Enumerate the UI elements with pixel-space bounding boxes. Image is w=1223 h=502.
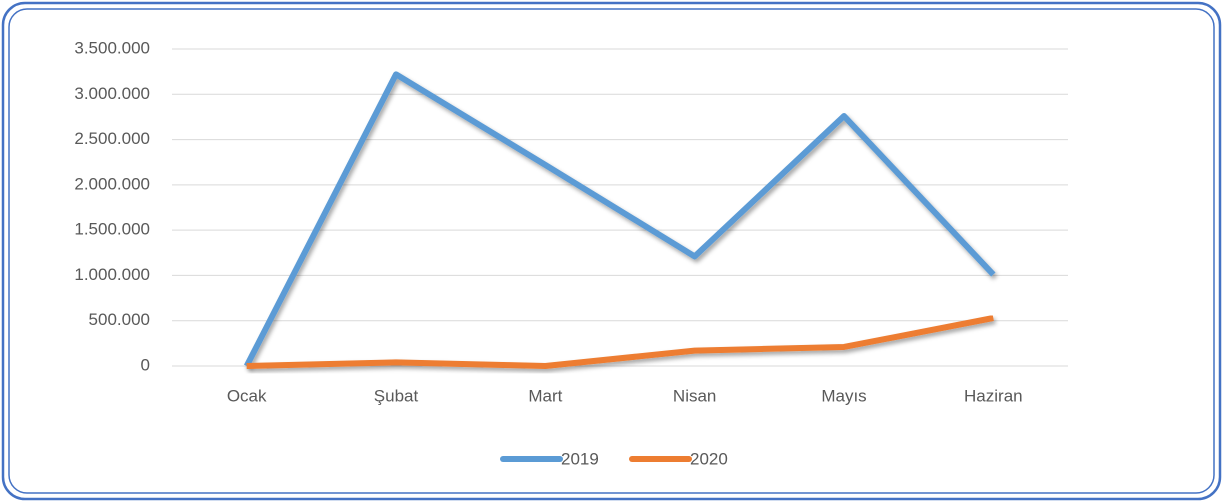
x-tick-label: Ocak: [227, 386, 267, 405]
x-tick-label: Nisan: [673, 386, 716, 405]
frame-inner: [8, 8, 1215, 494]
x-tick-label: Şubat: [374, 386, 419, 405]
y-tick-label: 1.000.000: [74, 265, 150, 284]
y-tick-label: 3.500.000: [74, 38, 150, 57]
x-tick-label: Haziran: [964, 386, 1023, 405]
legend-label: 2020: [690, 449, 728, 468]
y-tick-label: 1.500.000: [74, 220, 150, 239]
y-tick-label: 2.000.000: [74, 174, 150, 193]
y-tick-label: 3.000.000: [74, 84, 150, 103]
x-tick-label: Mayıs: [821, 386, 866, 405]
line-series: [243, 71, 996, 368]
y-tick-label: 500.000: [89, 310, 150, 329]
y-tick-label: 2.500.000: [74, 129, 150, 148]
legend-label: 2019: [561, 449, 599, 468]
y-tick-label: 0: [141, 355, 150, 374]
x-tick-label: Mart: [528, 386, 562, 405]
line-series: [246, 315, 994, 369]
